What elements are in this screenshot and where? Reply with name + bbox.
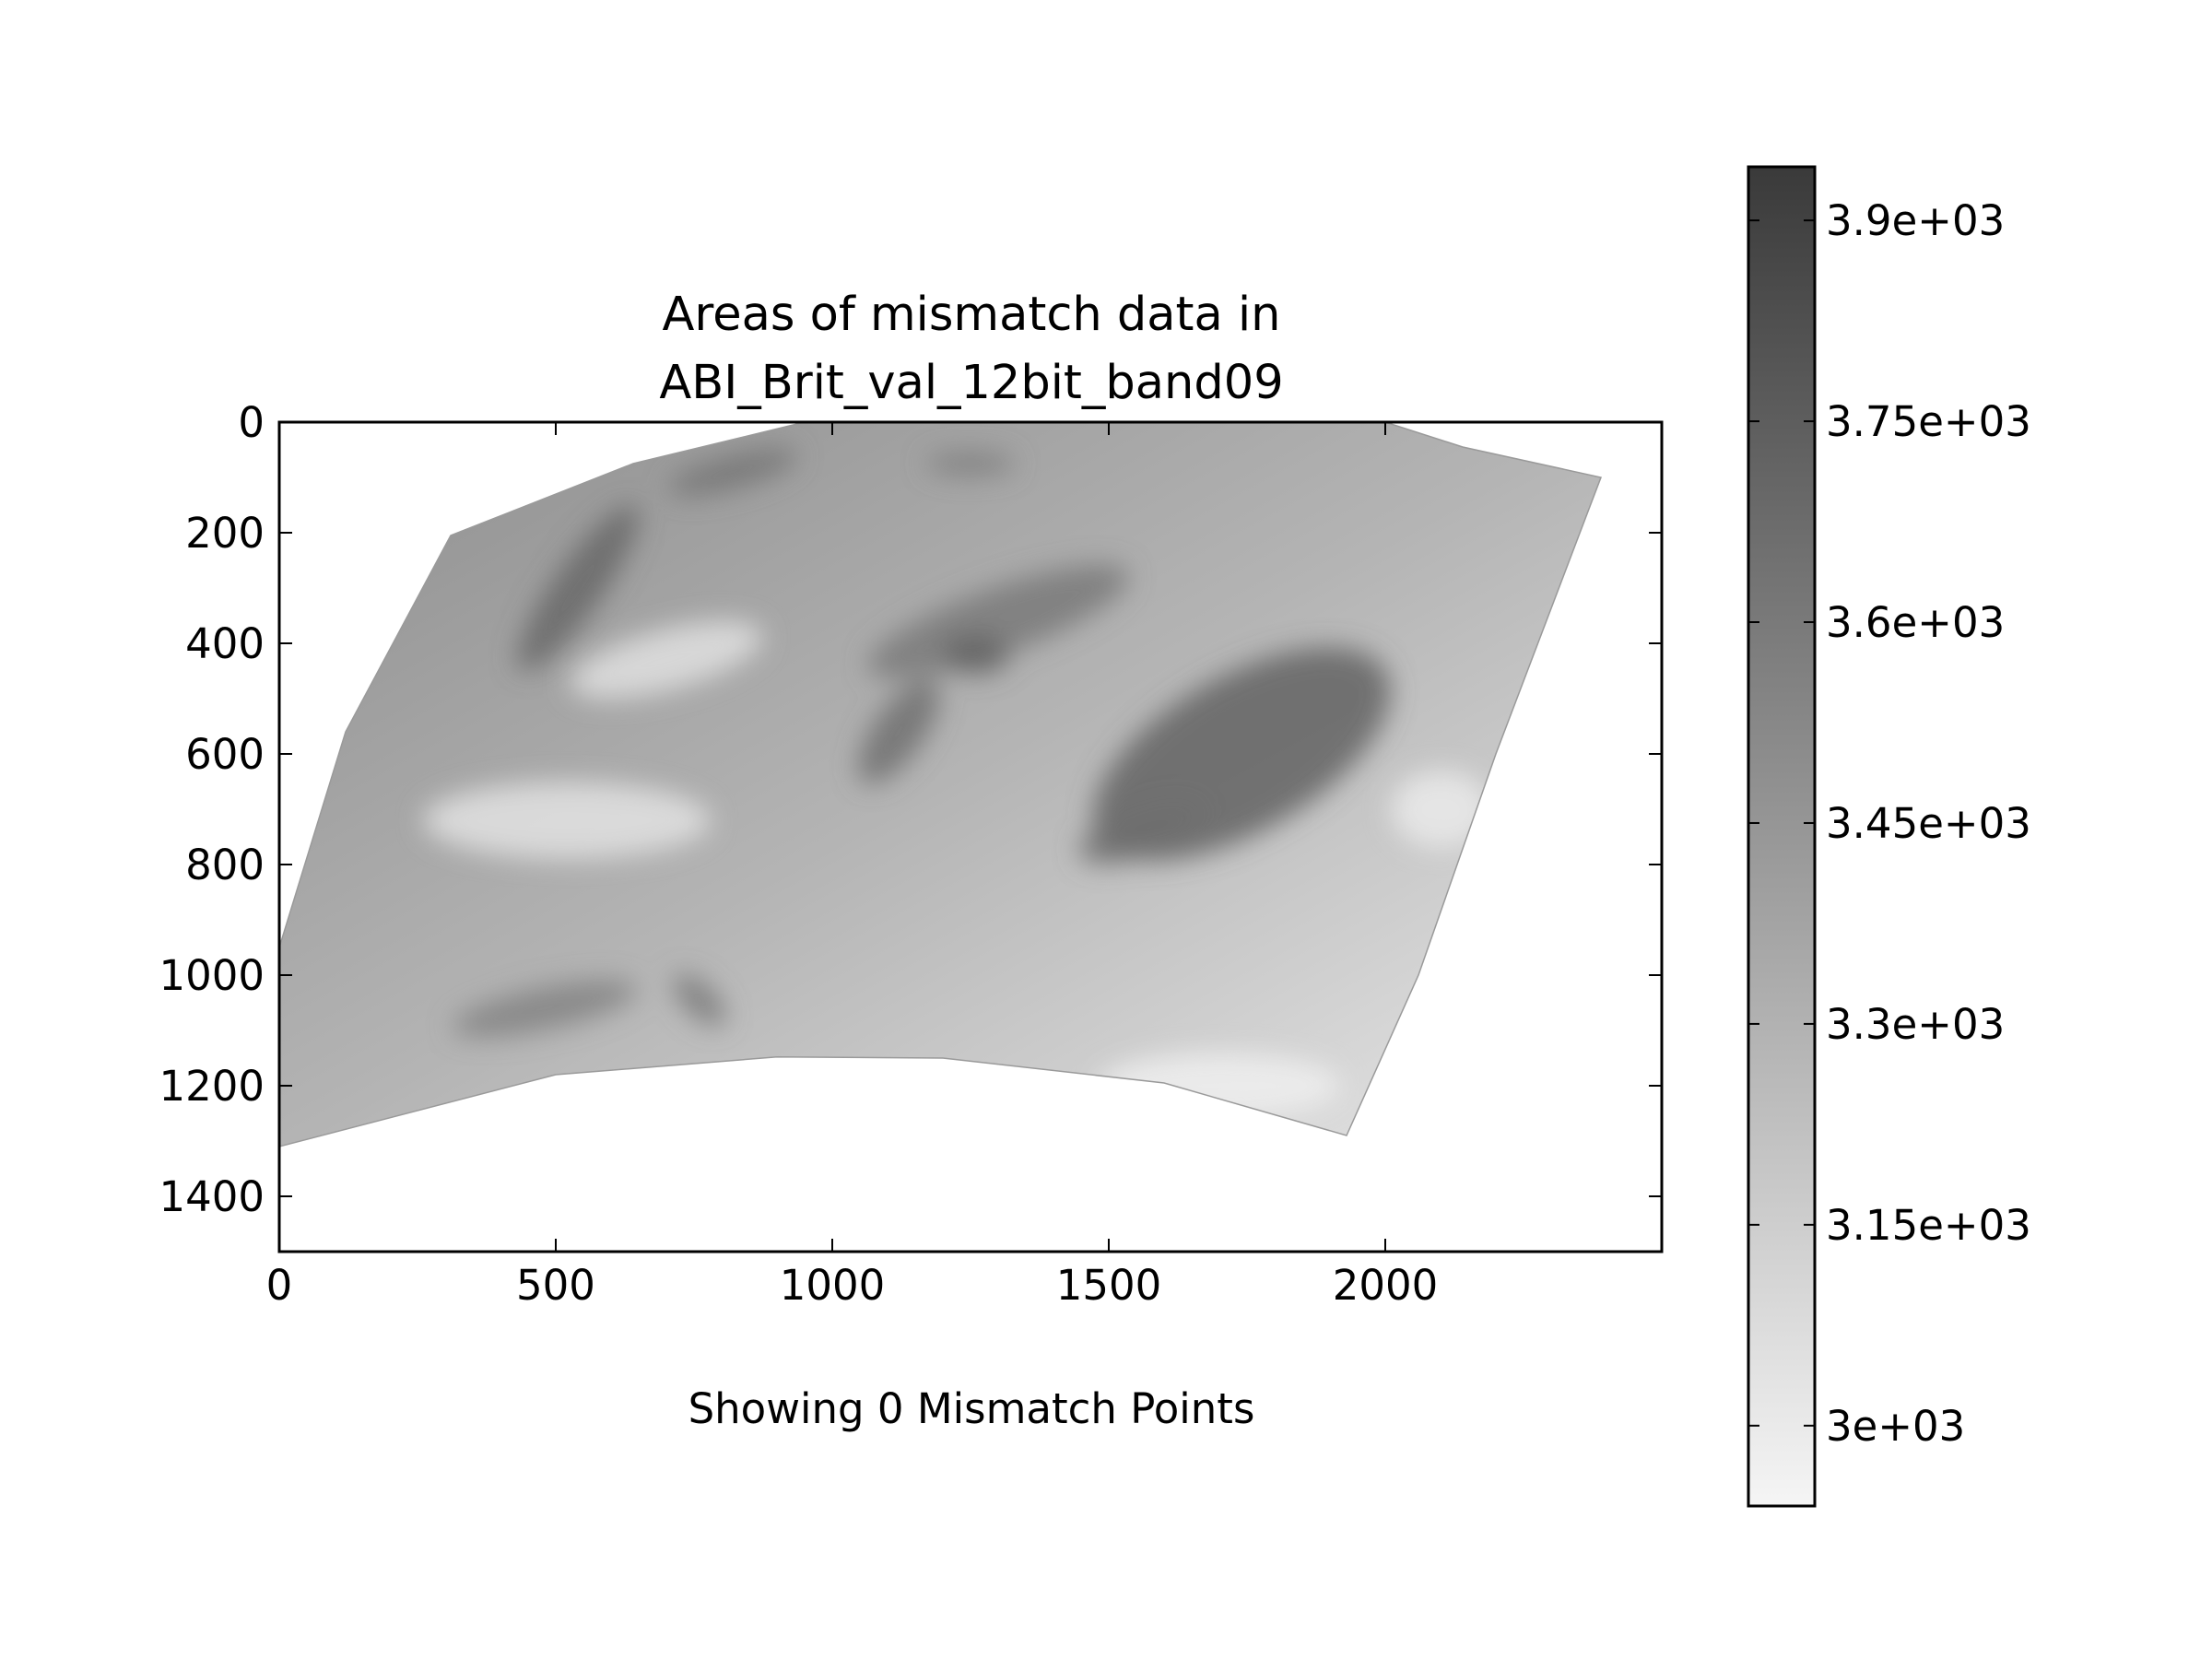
colorbar-tick-label-3: 3.45e+03 <box>1826 799 2031 848</box>
colorbar-tick-label-6: 3.9e+03 <box>1826 196 2005 245</box>
y-tick-label-1000: 1000 <box>159 951 265 1000</box>
dark-region-2 <box>1078 798 1206 865</box>
dark-region-7 <box>668 448 797 496</box>
colorbar-tick-label-2: 3.3e+03 <box>1826 1000 2005 1049</box>
colorbar-tick-label-1: 3.15e+03 <box>1826 1201 2031 1250</box>
plot-frame <box>277 420 1664 1253</box>
dark-region-9 <box>453 980 637 1037</box>
light-regions <box>423 620 1490 1119</box>
colorbar-tick-label-4: 3.6e+03 <box>1826 598 2005 647</box>
dark-region-5 <box>943 635 1009 674</box>
chart-title-line-2: ABI_Brit_val_12bit_band09 <box>659 356 1283 410</box>
dark-regions <box>453 448 1391 1037</box>
data-region-fill <box>279 422 1601 1147</box>
x-tick-label-1500: 1500 <box>1056 1261 1162 1310</box>
light-region-2 <box>570 620 763 700</box>
colorbar-tick-label-5: 3.75e+03 <box>1826 397 2031 446</box>
y-tick-label-600: 600 <box>185 730 265 779</box>
light-region-1 <box>423 782 711 859</box>
data-region <box>279 422 1601 1147</box>
x-tick-label-1000: 1000 <box>780 1261 886 1310</box>
colorbar-gradient <box>1747 165 1817 1508</box>
y-tick-label-800: 800 <box>185 841 265 889</box>
y-tick-label-0: 0 <box>238 398 265 447</box>
data-region-edge <box>279 422 1603 1147</box>
x-tick-label-0: 0 <box>266 1261 293 1310</box>
dark-region-8 <box>926 453 1015 475</box>
chart-title-line-1: Areas of mismatch data in <box>662 288 1280 342</box>
plot-area <box>279 422 1603 1147</box>
x-axis-label: Showing 0 Mismatch Points <box>688 1384 1255 1433</box>
y-tick-label-400: 400 <box>185 619 265 668</box>
x-tick-label-2000: 2000 <box>1333 1261 1439 1310</box>
y-tick-label-1200: 1200 <box>159 1062 265 1111</box>
dark-region-10 <box>673 973 726 1027</box>
dark-region-6 <box>517 505 639 671</box>
dark-region-4 <box>858 679 939 784</box>
y-axis: 0 200 400 600 800 1000 1200 1400 <box>159 398 1662 1221</box>
light-region-3 <box>1098 1053 1341 1119</box>
colorbar-tick-label-0: 3e+03 <box>1826 1402 1965 1451</box>
dark-region-3 <box>867 564 1129 678</box>
y-tick-label-1400: 1400 <box>159 1172 265 1221</box>
y-tick-label-200: 200 <box>185 509 265 558</box>
colorbar: 3e+03 3.15e+03 3.3e+03 3.45e+03 3.6e+03 3.75e… <box>1747 165 2031 1508</box>
colorbar-ticks: 3e+03 3.15e+03 3.3e+03 3.45e+03 3.6e+03 3.75e… <box>1748 196 2031 1451</box>
x-tick-label-500: 500 <box>516 1261 595 1310</box>
light-region-4 <box>1391 771 1490 848</box>
x-axis: 0 500 1000 1500 2000 <box>266 422 1439 1310</box>
